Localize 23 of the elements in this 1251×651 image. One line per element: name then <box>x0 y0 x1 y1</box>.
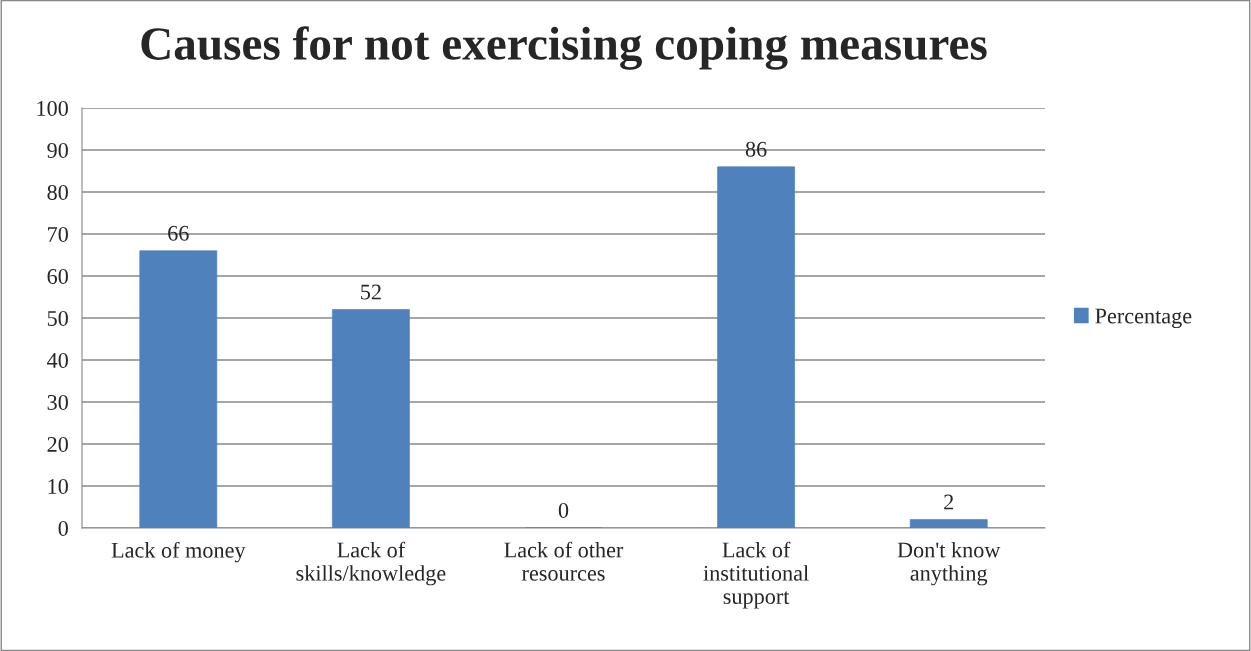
x-tick-label: Lack of skills/knowledge <box>296 541 446 586</box>
y-tick-label: 50 <box>47 310 68 326</box>
x-tick-label: Lack of institutional support <box>703 541 809 609</box>
y-tick-label: 20 <box>47 436 68 452</box>
x-tick-label: Don't know anything <box>897 541 1001 586</box>
y-tick-label: 90 <box>47 142 68 158</box>
x-tick-label: Lack of money <box>111 541 246 563</box>
data-label: 0 <box>558 502 569 518</box>
x-tick-label: Lack of other resources <box>504 541 624 581</box>
y-tick-label: 40 <box>47 352 68 368</box>
chart-title: Causes for not exercising coping measures <box>141 26 987 70</box>
data-label: 52 <box>361 284 381 300</box>
y-tick-label: 0 <box>58 520 68 536</box>
y-tick-label: 10 <box>48 478 68 494</box>
y-tick-label: 100 <box>37 100 68 116</box>
y-tick-label: 70 <box>48 226 68 242</box>
data-label: 66 <box>168 225 189 241</box>
y-tick-label: 60 <box>47 268 68 284</box>
y-tick-label: 30 <box>47 394 68 410</box>
legend-label: Percentage <box>1095 308 1192 329</box>
y-tick-label: 80 <box>47 184 68 200</box>
data-label: 2 <box>944 494 954 510</box>
data-label: 86 <box>745 141 767 157</box>
